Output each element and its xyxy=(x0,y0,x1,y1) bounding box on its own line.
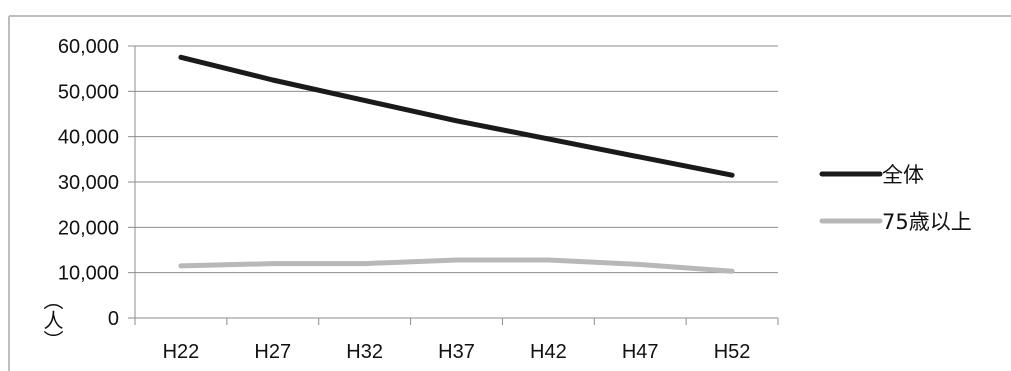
y-tick-labels: 0 10,000 20,000 30,000 40,000 50,000 60,000 xyxy=(58,36,119,330)
y-tick-label: 0 xyxy=(108,308,119,330)
x-tick-labels: H22 H27 H32 H37 H42 H47 H52 xyxy=(163,341,751,363)
x-tick-label: H42 xyxy=(530,341,567,363)
x-tick-label: H37 xyxy=(438,341,475,363)
x-tick-label: H32 xyxy=(346,341,383,363)
x-tick-label: H52 xyxy=(714,341,751,363)
y-tick-label: 50,000 xyxy=(58,81,119,103)
y-axis-unit-label: （人） xyxy=(40,290,64,350)
series-line-1 xyxy=(178,257,735,274)
legend-label: 75歳以上 xyxy=(882,210,972,234)
x-tick-label: H27 xyxy=(254,341,291,363)
axes xyxy=(128,45,779,325)
y-tick-label: 10,000 xyxy=(58,263,119,285)
y-tick-label: 30,000 xyxy=(58,172,119,194)
x-tick-label: H47 xyxy=(622,341,659,363)
series-lines xyxy=(178,54,735,274)
y-tick-label: 20,000 xyxy=(58,217,119,239)
series-line-0 xyxy=(178,54,735,178)
gridlines xyxy=(135,45,778,274)
y-tick-label: 40,000 xyxy=(58,127,119,149)
y-tick-label: 60,000 xyxy=(58,36,119,58)
legend: 全体 75歳以上 xyxy=(819,163,972,234)
legend-label: 全体 xyxy=(882,163,924,187)
x-tick-label: H22 xyxy=(163,341,200,363)
